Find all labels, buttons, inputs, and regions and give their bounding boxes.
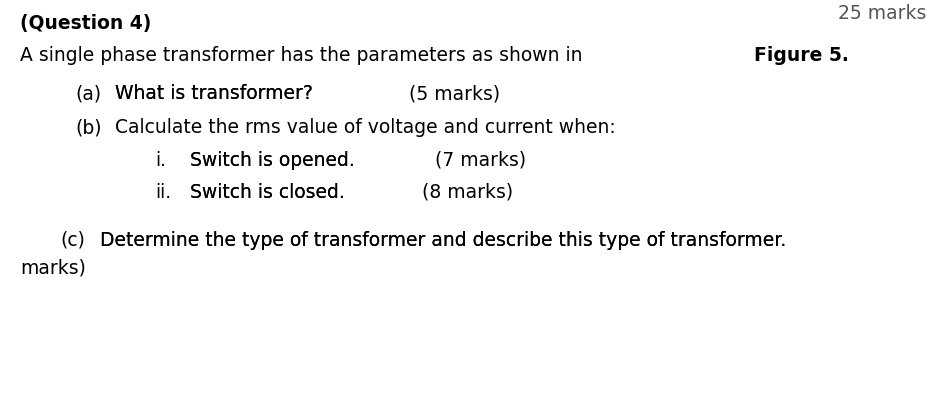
Text: Switch is closed.: Switch is closed. (190, 183, 344, 202)
Text: What is transformer?: What is transformer? (115, 84, 313, 103)
Text: (c): (c) (60, 231, 85, 250)
Text: (7 marks): (7 marks) (435, 151, 526, 170)
Text: Switch is opened.: Switch is opened. (190, 151, 355, 170)
Text: (Question 4): (Question 4) (20, 14, 151, 33)
Text: (a): (a) (75, 84, 101, 103)
Text: i.: i. (155, 151, 166, 170)
Text: (5 marks): (5 marks) (409, 84, 500, 103)
Text: Figure 5.: Figure 5. (754, 46, 848, 65)
Text: marks): marks) (20, 258, 86, 277)
Text: Calculate the rms value of voltage and current when:: Calculate the rms value of voltage and c… (115, 118, 616, 137)
Text: Switch is closed.: Switch is closed. (190, 183, 344, 202)
Text: Switch is opened.: Switch is opened. (190, 151, 355, 170)
Text: Determine the type of transformer and describe this type of transformer.: Determine the type of transformer and de… (100, 231, 786, 250)
Text: What is transformer?: What is transformer? (115, 84, 313, 103)
Text: Determine the type of transformer and describe this type of transformer.: Determine the type of transformer and de… (100, 231, 786, 250)
Text: (b): (b) (75, 118, 102, 137)
Text: (8 marks): (8 marks) (422, 183, 513, 202)
Text: ii.: ii. (155, 183, 171, 202)
Text: 25 marks: 25 marks (838, 4, 926, 23)
Text: A single phase transformer has the parameters as shown in: A single phase transformer has the param… (20, 46, 589, 65)
